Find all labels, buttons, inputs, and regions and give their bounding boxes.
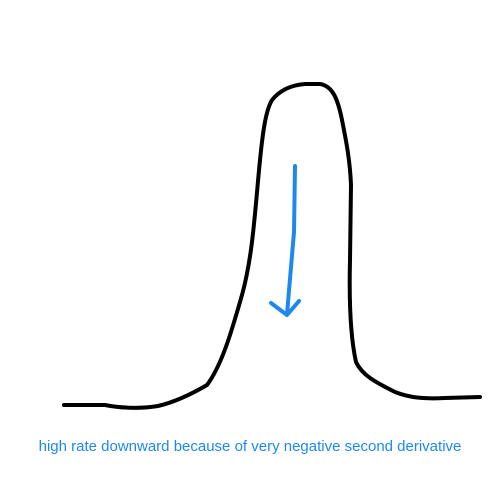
down-arrow-icon: [269, 164, 301, 317]
arrow-shaft: [285, 164, 297, 316]
bell-curve: [62, 82, 482, 410]
arrow-head: [269, 299, 301, 317]
annotation-caption: high rate downward because of very negat…: [38, 438, 462, 455]
